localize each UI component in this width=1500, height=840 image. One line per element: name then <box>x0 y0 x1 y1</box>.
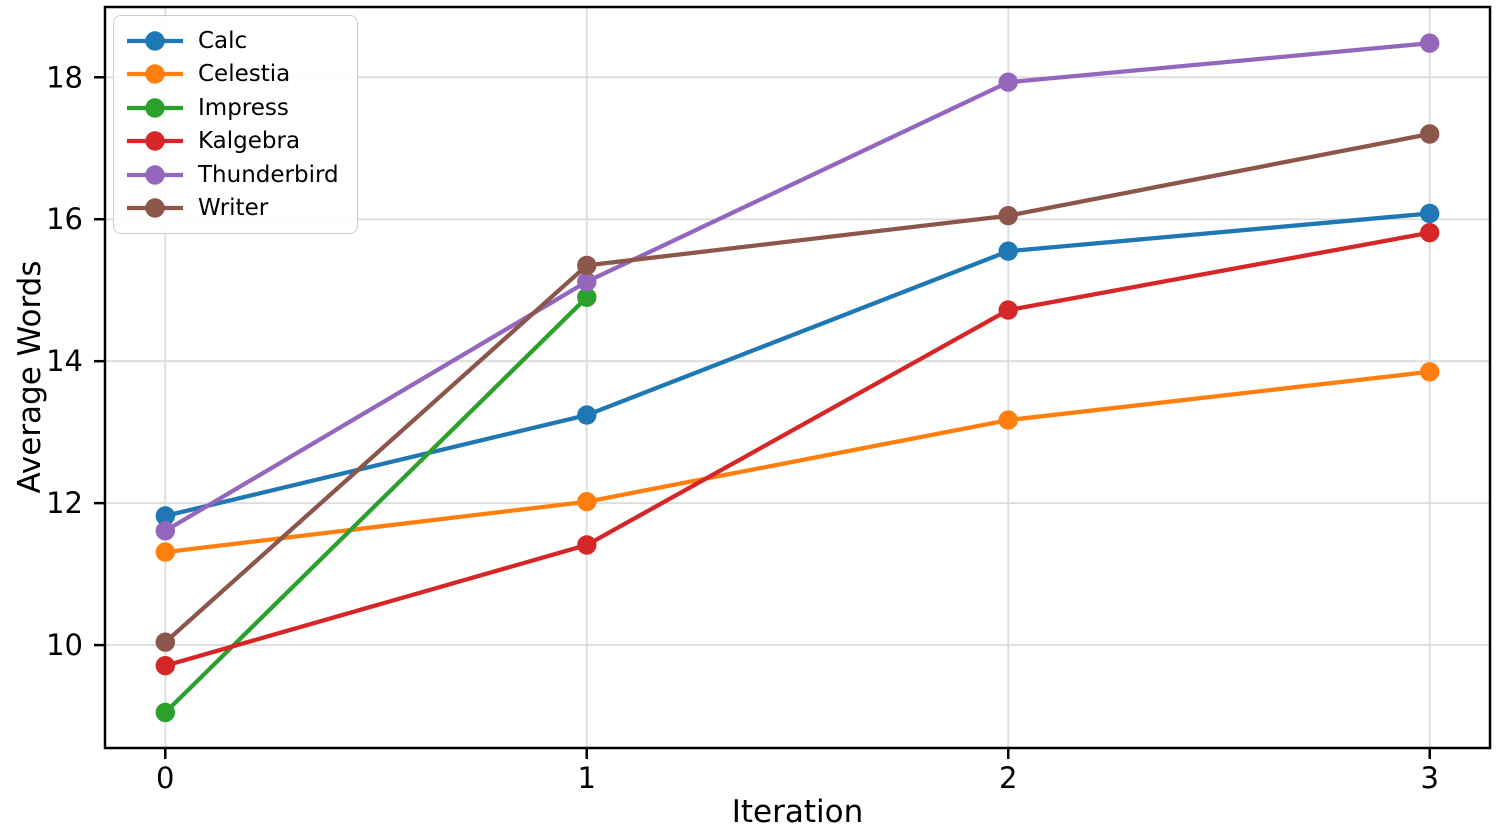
data-point-impress-1 <box>577 287 597 307</box>
y-tick-label-16: 16 <box>46 202 83 236</box>
legend-item-calc: Calc <box>125 24 339 58</box>
legend: Calc Celestia Impress Kalgebra Thunderbird Wr… <box>113 15 358 234</box>
data-point-kalgebra-2 <box>998 300 1018 320</box>
legend-marker-icon <box>127 64 183 84</box>
legend-marker-writer <box>125 197 185 219</box>
data-point-writer-2 <box>998 206 1018 226</box>
data-point-celestia-0 <box>155 542 175 562</box>
legend-label-calc: Calc <box>198 27 248 54</box>
series-line-calc <box>163 211 1432 519</box>
legend-marker-icon <box>127 131 183 151</box>
legend-item-kalgebra: Kalgebra <box>125 125 339 159</box>
data-point-thunderbird-3 <box>1420 33 1440 53</box>
y-axis-label: Average Words <box>12 260 48 494</box>
data-point-writer-0 <box>155 632 175 652</box>
legend-marker-thunderbird <box>125 164 185 186</box>
data-point-calc-3 <box>1420 203 1440 224</box>
y-tick-label-10: 10 <box>46 628 83 662</box>
data-point-calc-0 <box>155 506 175 526</box>
data-point-writer-3 <box>1420 124 1440 144</box>
series-line-impress <box>163 295 589 715</box>
x-axis-label: Iteration <box>731 794 864 830</box>
y-tick-label-12: 12 <box>46 486 83 520</box>
data-point-kalgebra-3 <box>1420 223 1440 243</box>
legend-marker-calc <box>125 30 185 52</box>
data-point-celestia-2 <box>998 410 1018 430</box>
data-point-thunderbird-1 <box>577 272 597 292</box>
legend-item-thunderbird: Thunderbird <box>125 158 339 192</box>
legend-marker-icon <box>127 31 183 51</box>
x-tick-label-2: 2 <box>999 761 1017 795</box>
legend-marker-icon <box>127 165 183 185</box>
legend-label-celestia: Celestia <box>198 61 291 88</box>
series-line-thunderbird <box>163 41 1432 533</box>
x-tick-label-0: 0 <box>156 761 174 795</box>
series-line-celestia <box>163 369 1432 555</box>
x-tick-label-3: 3 <box>1421 761 1439 795</box>
data-point-calc-2 <box>998 241 1018 261</box>
data-point-celestia-1 <box>577 492 597 512</box>
series-line-kalgebra <box>163 230 1432 668</box>
data-point-thunderbird-0 <box>155 521 175 541</box>
data-point-celestia-3 <box>1420 362 1440 382</box>
data-point-kalgebra-0 <box>155 656 175 676</box>
legend-item-impress: Impress <box>125 91 339 125</box>
y-tick-label-14: 14 <box>46 344 83 378</box>
y-tick-label-18: 18 <box>46 60 83 94</box>
plot-border <box>103 5 1492 750</box>
legend-marker-celestia <box>125 63 185 85</box>
legend-marker-icon <box>127 198 183 218</box>
data-point-thunderbird-2 <box>998 72 1018 92</box>
legend-label-kalgebra: Kalgebra <box>198 128 301 155</box>
legend-label-thunderbird: Thunderbird <box>198 161 339 188</box>
data-point-impress-0 <box>155 702 175 723</box>
legend-label-writer: Writer <box>198 195 269 222</box>
series-line-writer <box>163 131 1432 645</box>
legend-item-writer: Writer <box>125 192 339 226</box>
x-tick-label-1: 1 <box>578 761 596 795</box>
data-point-kalgebra-1 <box>577 535 597 555</box>
legend-marker-impress <box>125 97 185 119</box>
legend-item-celestia: Celestia <box>125 58 339 92</box>
data-point-writer-1 <box>577 255 597 276</box>
legend-marker-icon <box>127 98 183 118</box>
data-point-calc-1 <box>577 405 597 425</box>
legend-marker-kalgebra <box>125 130 185 152</box>
legend-label-impress: Impress <box>198 94 289 121</box>
